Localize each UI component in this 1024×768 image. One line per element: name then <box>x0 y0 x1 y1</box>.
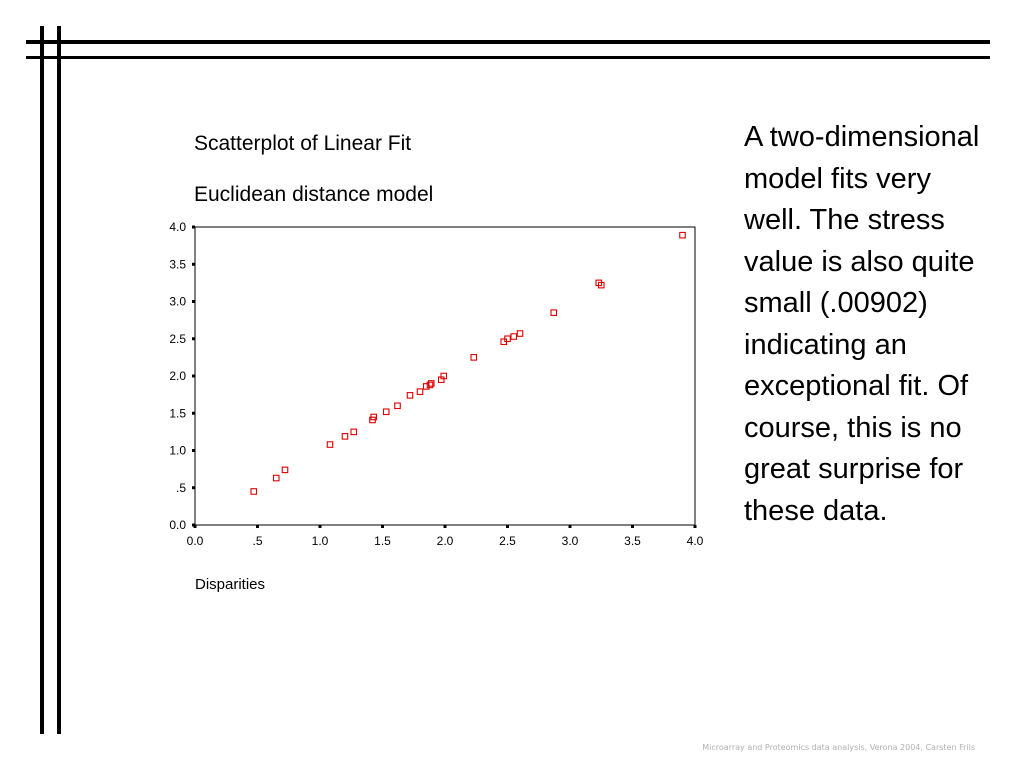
slide-body-text: A two-dimensional model fits very well. … <box>744 121 980 527</box>
x-tick-label: 0.0 <box>187 534 204 548</box>
data-point <box>516 330 524 337</box>
y-tick-label: 1.0 <box>169 444 186 458</box>
data-point <box>382 408 390 416</box>
data-point <box>597 281 605 289</box>
data-point <box>394 402 401 410</box>
chart-marks <box>250 231 686 495</box>
chart-subtitle: Euclidean distance model <box>194 183 434 206</box>
plot-frame <box>194 226 696 526</box>
data-point <box>470 354 478 361</box>
data-point <box>426 381 434 389</box>
y-tick-label: 2.0 <box>169 369 186 383</box>
y-tick-label: 3.0 <box>169 295 186 309</box>
x-tick-label: 3.0 <box>562 534 579 548</box>
y-tick-label: 4.0 <box>169 220 186 234</box>
chart-title: Scatterplot of Linear Fit <box>194 132 412 155</box>
left-vertical-rule-inner <box>57 26 61 734</box>
top-horizontal-rule-lower <box>26 56 990 59</box>
x-tick-label: .5 <box>252 534 262 548</box>
data-point <box>350 428 358 436</box>
left-vertical-rule-outer <box>40 26 44 734</box>
data-point <box>341 433 349 440</box>
data-point <box>440 372 448 380</box>
data-point <box>281 466 289 474</box>
x-axis-label: Disparities <box>195 576 266 593</box>
data-point <box>504 335 511 343</box>
x-tick-label: 1.0 <box>312 534 329 548</box>
data-point <box>272 474 280 482</box>
x-tick-label: 1.5 <box>374 534 391 548</box>
y-tick-label: 3.5 <box>169 257 186 271</box>
data-point <box>250 488 258 495</box>
data-point <box>550 309 558 316</box>
data-point <box>326 441 334 448</box>
x-tick-label: 3.5 <box>624 534 641 548</box>
data-point <box>406 392 414 399</box>
chart-axes: 0.0 .5 1.0 1.5 2.0 2.5 3.0 3.5 4.0 0.0 .5 1.0 1.5 2.0… <box>169 220 703 548</box>
data-point <box>427 380 435 387</box>
top-horizontal-rule-upper <box>26 40 990 44</box>
y-tick-label: .5 <box>176 481 186 495</box>
data-point <box>370 413 378 421</box>
data-point <box>510 333 518 340</box>
slide-footer: Microarray and Proteomics data analysis,… <box>702 743 975 752</box>
data-point <box>416 388 424 395</box>
scatter-chart: 0.0 .5 1.0 1.5 2.0 2.5 3.0 3.5 4.0 0.0 .5 1.0 1.5 2.0… <box>169 220 703 548</box>
data-point <box>679 231 686 239</box>
x-tick-label: 2.5 <box>499 534 516 548</box>
y-tick-label: 1.5 <box>169 406 186 420</box>
x-tick-label: 4.0 <box>687 534 704 548</box>
y-tick-label: 0.0 <box>169 518 186 532</box>
y-tick-label: 2.5 <box>169 332 186 346</box>
x-tick-label: 2.0 <box>437 534 454 548</box>
